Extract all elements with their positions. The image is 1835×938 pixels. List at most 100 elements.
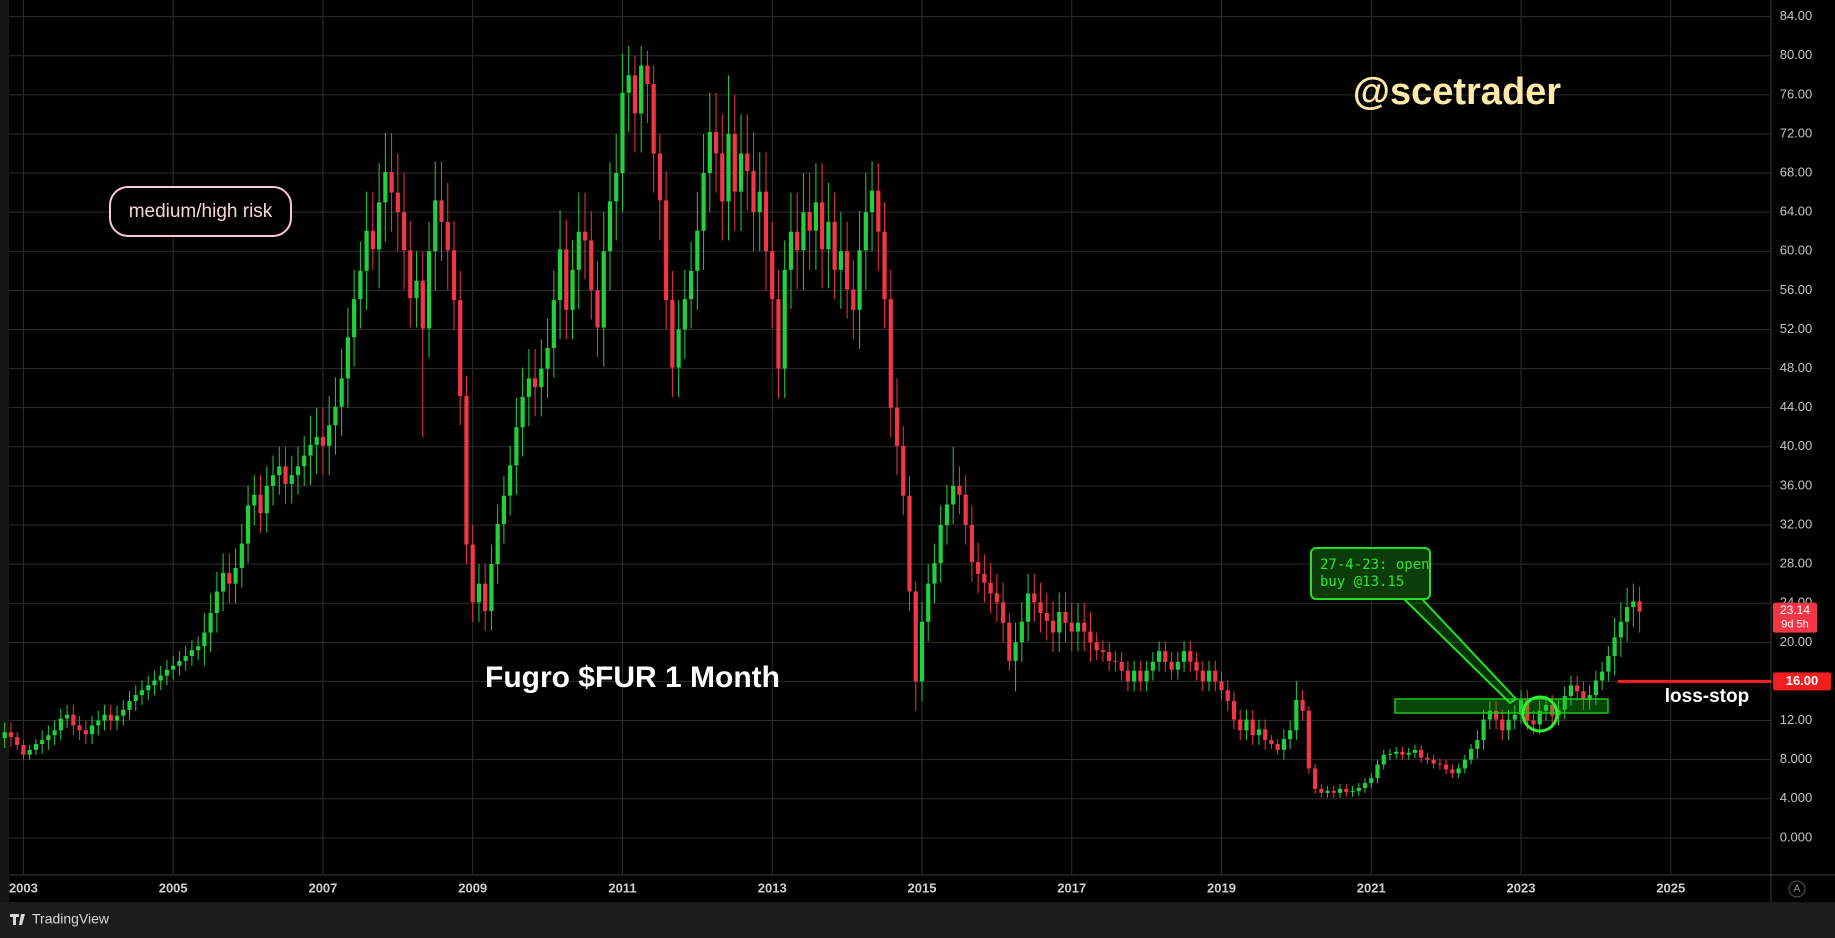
y-tick-label: 80.00 xyxy=(1780,47,1813,62)
candle-body xyxy=(227,572,232,584)
candle-body xyxy=(1625,607,1630,622)
candle-body xyxy=(713,131,719,154)
footer-logo xyxy=(10,914,25,925)
candle-body xyxy=(333,406,338,426)
candle-body xyxy=(1531,720,1536,725)
candle-body xyxy=(695,230,700,271)
x-tick-label: 2019 xyxy=(1207,880,1236,895)
candle-body xyxy=(1419,749,1424,758)
last-price-label: 23.14 xyxy=(1780,603,1810,617)
candle-body xyxy=(551,300,556,349)
candle-body xyxy=(838,251,843,270)
candle-body xyxy=(1581,691,1586,700)
countdown-label: 9d 5h xyxy=(1781,619,1809,631)
candle-body xyxy=(626,75,631,93)
candle-body xyxy=(869,190,875,213)
candle-body xyxy=(657,153,662,201)
candle-body xyxy=(813,202,818,231)
candle-body xyxy=(370,230,375,250)
candle-body xyxy=(994,593,999,603)
candle-body xyxy=(1075,622,1081,632)
candle-body xyxy=(944,504,950,525)
candle-body xyxy=(1512,714,1517,720)
watermark: @scetrader xyxy=(1353,71,1561,113)
candle-body xyxy=(270,475,276,486)
candle-body xyxy=(901,445,906,496)
candle-body xyxy=(1518,700,1524,715)
candle-body xyxy=(327,425,332,446)
scale-button-label[interactable]: A xyxy=(1794,884,1801,895)
candle-body xyxy=(1069,622,1074,632)
candle-body xyxy=(383,172,388,203)
candle-body xyxy=(320,437,326,446)
buy-zone xyxy=(1394,698,1609,714)
candle-body xyxy=(888,299,893,408)
candle-body xyxy=(1475,740,1480,749)
candle-body xyxy=(589,240,594,291)
y-tick-label: 12.00 xyxy=(1780,712,1813,727)
candle-body xyxy=(464,395,469,545)
candle-body xyxy=(1263,729,1268,741)
x-tick-label: 2015 xyxy=(908,880,937,895)
candle-body xyxy=(433,200,438,252)
candle-body xyxy=(1288,730,1293,740)
stop-tag xyxy=(1773,672,1831,691)
callout-pointer xyxy=(1403,598,1518,705)
candle-body xyxy=(1400,751,1405,755)
scale-button[interactable] xyxy=(1788,880,1806,898)
candle-body xyxy=(894,407,900,446)
candle-body xyxy=(1331,790,1336,793)
candle-body xyxy=(1562,696,1567,710)
candle-body xyxy=(1375,764,1380,779)
candle-body xyxy=(1381,754,1386,765)
footer-text: TradingView xyxy=(32,911,110,927)
candle-body xyxy=(614,173,619,202)
candle-body xyxy=(757,191,762,213)
candle-body xyxy=(1387,753,1393,755)
candle-body xyxy=(183,656,188,661)
x-tick-label: 2021 xyxy=(1357,880,1386,895)
callout-box xyxy=(1310,547,1431,600)
candle-body xyxy=(289,475,294,484)
candle-body xyxy=(1631,601,1636,608)
candle-body xyxy=(501,495,506,525)
candle-body xyxy=(1493,710,1499,720)
risk-label: medium/high risk xyxy=(129,201,273,222)
candle-body xyxy=(732,133,737,192)
candle-body xyxy=(352,299,357,338)
candle-body xyxy=(607,201,613,252)
candle-body xyxy=(770,251,775,300)
candle-body xyxy=(1225,690,1230,701)
candle-body xyxy=(1256,729,1262,736)
candle-body xyxy=(133,695,138,701)
y-tick-label: 60.00 xyxy=(1780,243,1813,258)
candle-body xyxy=(71,714,76,726)
candle-body xyxy=(1325,790,1330,793)
candle-body xyxy=(533,378,538,388)
callout-line: 27-4-23: open xyxy=(1320,557,1430,573)
candle-body xyxy=(1050,620,1056,633)
candle-body xyxy=(1175,661,1180,670)
candle-body xyxy=(682,299,687,330)
candle-body xyxy=(1356,787,1361,791)
candle-body xyxy=(1450,769,1455,774)
stop-tag-label: 16.00 xyxy=(1786,673,1819,688)
candle-body xyxy=(308,444,313,456)
candle-body xyxy=(1431,759,1436,764)
candle-body xyxy=(1238,719,1243,731)
candle-body xyxy=(171,665,176,670)
candle-body xyxy=(1144,670,1149,682)
candle-body xyxy=(1213,670,1218,682)
x-tick-label: 2013 xyxy=(758,880,787,895)
candle-body xyxy=(196,646,201,651)
candle-body xyxy=(1150,661,1155,671)
candle-body xyxy=(295,466,301,476)
x-tick-label: 2003 xyxy=(9,880,38,895)
candle-body xyxy=(520,396,525,428)
candle-body xyxy=(439,200,444,222)
candle-body xyxy=(221,572,226,592)
y-tick-label: 8.000 xyxy=(1780,751,1813,766)
candle-body xyxy=(982,573,987,583)
candle-body xyxy=(58,718,63,731)
candle-body xyxy=(1157,651,1162,662)
